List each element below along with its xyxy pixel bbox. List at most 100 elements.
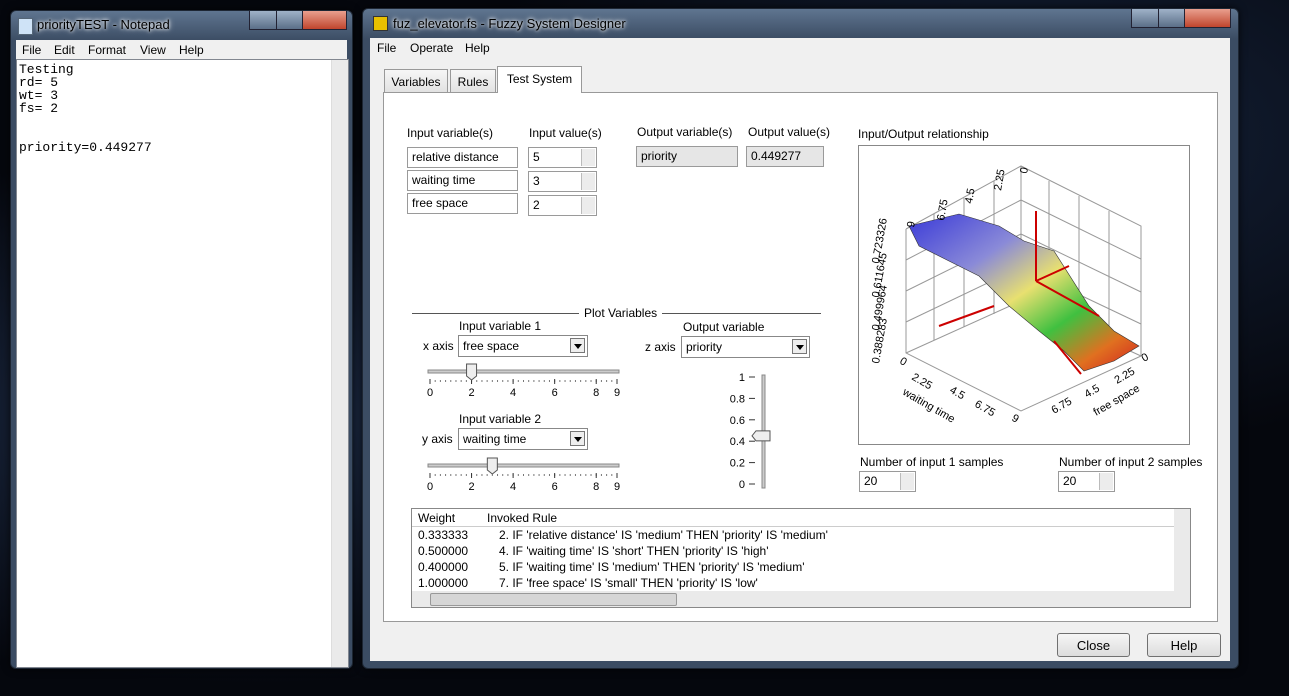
x-tick-label: 6.75 (1050, 395, 1075, 416)
samples-input[interactable]: 20 (1058, 471, 1115, 492)
label: Output variable(s) (637, 125, 733, 139)
spinner[interactable] (581, 197, 595, 214)
y-tick-label: 0 (898, 355, 909, 368)
menu-item[interactable]: Operate (410, 41, 454, 55)
notepad-window: priorityTEST - Notepad File Edit Format … (10, 10, 353, 669)
dropdown-text: waiting time (463, 432, 527, 446)
tick-label: 0.4 (730, 436, 745, 448)
spinner[interactable] (581, 149, 595, 166)
top-tick-label: 2.25 (992, 168, 1008, 191)
text-line: fs= 2 (19, 101, 59, 116)
y-tick-label: 9 (1010, 412, 1021, 425)
help-button[interactable]: Help (1147, 633, 1221, 657)
tick-label: 8 (593, 481, 599, 493)
tab-active[interactable]: Test System (497, 66, 582, 93)
tick-label: 0.6 (730, 415, 745, 427)
label: Input variable 1 (459, 319, 542, 333)
label: Input variable(s) (407, 126, 494, 140)
input-value[interactable]: 3 (528, 171, 597, 192)
label: x axis (423, 339, 454, 353)
window-title: priorityTEST - Notepad (37, 17, 170, 32)
top-tick-label: 9 (905, 220, 918, 228)
surface (908, 213, 1140, 372)
app-icon (18, 18, 33, 35)
tick-label: 4 (510, 387, 516, 399)
menu-bar: File Operate Help (370, 38, 1230, 58)
dropdown-arrow[interactable] (792, 339, 807, 354)
tick-label: 9 (614, 387, 620, 399)
cursor-lines (938, 211, 1100, 375)
scrollbar[interactable] (331, 60, 348, 667)
label: Number of input 1 samples (860, 455, 1004, 469)
menu-item[interactable]: Format (88, 43, 127, 57)
tick-label: 6 (552, 481, 558, 493)
output-value: 0.449277 (746, 146, 824, 167)
menu-item[interactable]: File (377, 41, 397, 55)
scroll-thumb[interactable] (430, 593, 677, 606)
rules-table: Weight Invoked Rule 0.333333 2. IF 'rela… (411, 508, 1191, 608)
column-header: Weight (418, 511, 456, 525)
tab[interactable]: Rules (450, 69, 496, 92)
tick-label: 0 (739, 479, 745, 491)
label: Number of input 2 samples (1059, 455, 1203, 469)
cell: 0.500000 (418, 544, 469, 558)
text-line: Testing (19, 62, 74, 77)
header-line (412, 526, 1174, 527)
x-tick-label: 4.5 (1083, 383, 1102, 401)
input-variable: relative distance (407, 147, 518, 168)
tick-label: 2 (468, 481, 474, 493)
close-button[interactable] (302, 11, 347, 30)
samples-input[interactable]: 20 (859, 471, 916, 492)
text-line: priority=0.449277 (19, 140, 152, 155)
horizontal-scrollbar[interactable] (412, 591, 1190, 607)
y-tick-label: 6.75 (973, 398, 998, 419)
tick-label: 6 (552, 387, 558, 399)
section-title: Plot Variables (579, 306, 663, 320)
column-header: Invoked Rule (487, 511, 558, 525)
menu-bar: File Edit Format View Help (16, 40, 347, 59)
plot-title: Input/Output relationship (858, 127, 989, 141)
dropdown-text: free space (463, 339, 520, 353)
tick-label: 8 (593, 387, 599, 399)
dropdown-text: priority (686, 340, 723, 354)
menu-item[interactable]: File (22, 43, 42, 57)
y-tick-label: 4.5 (948, 384, 967, 402)
value-text: 20 (864, 474, 878, 488)
close-button[interactable]: Close (1057, 633, 1130, 657)
label: Input variable 2 (459, 412, 542, 426)
spinner[interactable] (1099, 473, 1113, 490)
input-value[interactable]: 5 (528, 147, 597, 168)
slider-track (427, 463, 620, 468)
cell: 5. IF 'waiting time' IS 'medium' THEN 'p… (499, 560, 805, 574)
slider-thumb[interactable] (466, 363, 478, 381)
dropdown-arrow[interactable] (570, 338, 585, 353)
cell: 2. IF 'relative distance' IS 'medium' TH… (499, 528, 828, 542)
dropdown[interactable]: waiting time (458, 428, 588, 450)
dropdown[interactable]: priority (681, 336, 810, 358)
spinner[interactable] (900, 473, 914, 490)
slider-thumb[interactable] (486, 457, 498, 475)
cell: 1.000000 (418, 576, 469, 590)
menu-item[interactable]: Help (465, 41, 490, 55)
input-variable: free space (407, 193, 518, 214)
text-area[interactable]: Testing rd= 5 wt= 3 fs= 2 priority=0.449… (16, 59, 349, 668)
close-button[interactable] (1184, 9, 1231, 28)
tick-label: 4 (510, 481, 516, 493)
spinner[interactable] (581, 173, 595, 190)
cell: 7. IF 'free space' IS 'small' THEN 'prio… (499, 576, 758, 590)
menu-item[interactable]: Edit (54, 43, 75, 57)
dropdown-arrow[interactable] (570, 431, 585, 446)
menu-item[interactable]: Help (179, 43, 204, 57)
menu-item[interactable]: View (140, 43, 166, 57)
value-text: 3 (533, 174, 540, 188)
output-variable: priority (636, 146, 738, 167)
value-text: 5 (533, 150, 540, 164)
slider-thumb[interactable] (751, 430, 771, 442)
value-text: 2 (533, 198, 540, 212)
tab[interactable]: Variables (384, 69, 448, 92)
dropdown[interactable]: free space (458, 335, 588, 357)
vertical-scrollbar[interactable] (1174, 509, 1190, 591)
surface-plot: 0.723326 0.611645 0.499964 0.388283 9 6.… (858, 145, 1190, 445)
input-value[interactable]: 2 (528, 195, 597, 216)
